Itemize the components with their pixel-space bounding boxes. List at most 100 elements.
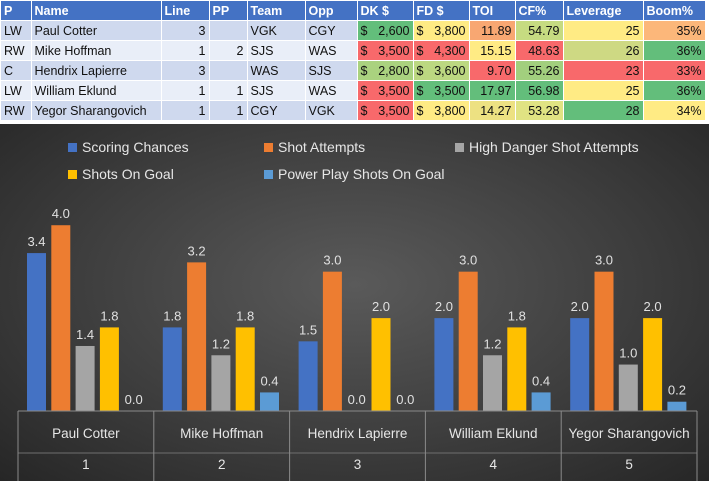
header-line[interactable]: Line xyxy=(161,1,210,21)
cell-leverage: 25 xyxy=(563,80,644,101)
cell-line: 3 xyxy=(161,60,210,81)
bar-chart: Scoring Chances Shot Attempts High Danger … xyxy=(17,139,698,481)
data-label-5-3: 1.0 xyxy=(619,346,637,361)
cell-fd: $3,500 xyxy=(413,80,470,101)
legend-swatch-4 xyxy=(68,170,77,179)
legend-label-3: High Danger Shot Attempts xyxy=(469,139,639,155)
table-row[interactable]: RW Mike Hoffman 1 2 SJS WAS $3,500 $4,300 15.15 4… xyxy=(1,40,706,61)
cell-fd: $3,600 xyxy=(413,60,470,81)
bar-5-2 xyxy=(594,271,614,411)
category-label-4: William Eklund xyxy=(449,426,538,441)
data-label-5-1: 2.0 xyxy=(571,299,589,314)
data-label-1-1: 3.4 xyxy=(27,234,45,249)
cell-pos: LW xyxy=(1,20,32,41)
player-table: P Name Line PP Team Opp DK $ FD $ TOI CF… xyxy=(1,1,706,120)
cell-name: Yegor Sharangovich xyxy=(31,100,162,120)
cell-toi: 17.97 xyxy=(469,80,516,101)
category-label-3: Hendrix Lapierre xyxy=(308,426,408,441)
cell-opp: VGK xyxy=(305,100,358,120)
table-row[interactable]: LW William Eklund 1 1 SJS WAS $3,500 $3,500 17.9… xyxy=(1,80,706,101)
data-label-5-2: 3.0 xyxy=(595,253,613,268)
cell-pp xyxy=(209,20,248,41)
table-row[interactable]: LW Paul Cotter 3 VGK CGY $2,600 $3,800 11.89 54.… xyxy=(1,20,706,41)
cell-boom: 35% xyxy=(643,20,706,41)
cell-cf: 55.26 xyxy=(515,60,564,81)
data-label-4-5: 0.4 xyxy=(532,373,550,388)
category-number-4: 4 xyxy=(490,457,498,472)
bar-2-1 xyxy=(162,327,182,411)
data-label-1-4: 1.8 xyxy=(100,308,118,323)
cell-name: Mike Hoffman xyxy=(31,40,162,61)
chart-panel: Scoring Chances Shot Attempts High Danger … xyxy=(0,124,709,481)
cell-pp: 2 xyxy=(209,40,248,61)
header-name[interactable]: Name xyxy=(31,1,162,21)
table-header-row: P Name Line PP Team Opp DK $ FD $ TOI CF… xyxy=(1,1,706,21)
header-toi[interactable]: TOI xyxy=(469,1,516,21)
header-position[interactable]: P xyxy=(1,1,32,21)
bar-4-5 xyxy=(531,392,551,411)
cell-pos: C xyxy=(1,60,32,81)
data-label-4-2: 3.0 xyxy=(459,253,477,268)
cell-leverage: 28 xyxy=(563,100,644,120)
data-label-1-3: 1.4 xyxy=(76,327,94,342)
cell-opp: SJS xyxy=(305,60,358,81)
header-dk-salary[interactable]: DK $ xyxy=(357,1,414,21)
legend-swatch-3 xyxy=(455,143,464,152)
cell-boom: 33% xyxy=(643,60,706,81)
cell-pos: RW xyxy=(1,40,32,61)
header-opp[interactable]: Opp xyxy=(305,1,358,21)
bar-2-3 xyxy=(211,355,231,411)
cell-dk: $2,600 xyxy=(357,20,414,41)
cell-boom: 36% xyxy=(643,40,706,61)
cell-fd: $4,300 xyxy=(413,40,470,61)
cell-line: 3 xyxy=(161,20,210,41)
cell-dk: $3,500 xyxy=(357,100,414,120)
category-label-5: Yegor Sharangovich xyxy=(569,426,690,441)
cell-team: WAS xyxy=(247,60,306,81)
cell-toi: 14.27 xyxy=(469,100,516,120)
data-label-5-5: 0.2 xyxy=(668,383,686,398)
data-label-2-1: 1.8 xyxy=(163,308,181,323)
header-boom-pct[interactable]: Boom% xyxy=(643,1,706,21)
cell-pp: 1 xyxy=(209,100,248,120)
cell-boom: 34% xyxy=(643,100,706,120)
category-number-2: 2 xyxy=(218,457,226,472)
cell-line: 1 xyxy=(161,80,210,101)
legend-swatch-5 xyxy=(264,170,273,179)
data-label-1-2: 4.0 xyxy=(52,206,70,221)
header-pp[interactable]: PP xyxy=(209,1,248,21)
bar-5-3 xyxy=(618,364,638,411)
table-row[interactable]: C Hendrix Lapierre 3 WAS SJS $2,800 $3,600 9.70… xyxy=(1,60,706,81)
bar-1-1 xyxy=(27,253,46,411)
cell-leverage: 26 xyxy=(563,40,644,61)
cell-name: Hendrix Lapierre xyxy=(31,60,162,81)
bar-2-4 xyxy=(235,327,255,411)
header-team[interactable]: Team xyxy=(247,1,306,21)
bar-3-1 xyxy=(298,341,318,411)
cell-boom: 36% xyxy=(643,80,706,101)
data-label-2-5: 0.4 xyxy=(260,373,278,388)
category-label-1: Paul Cotter xyxy=(52,426,120,441)
data-label-2-2: 3.2 xyxy=(188,243,206,258)
header-cf-pct[interactable]: CF% xyxy=(515,1,564,21)
bar-5-1 xyxy=(570,318,590,411)
cell-line: 1 xyxy=(161,100,210,120)
cell-pp xyxy=(209,60,248,81)
cell-cf: 48.63 xyxy=(515,40,564,61)
category-number-3: 3 xyxy=(354,457,362,472)
table-row[interactable]: RW Yegor Sharangovich 1 1 CGY VGK $3,500 $3,800… xyxy=(1,100,706,120)
bar-3-4 xyxy=(371,318,391,411)
data-label-4-4: 1.8 xyxy=(508,308,526,323)
data-label-4-1: 2.0 xyxy=(435,299,453,314)
header-leverage[interactable]: Leverage xyxy=(563,1,644,21)
cell-cf: 53.28 xyxy=(515,100,564,120)
header-fd-salary[interactable]: FD $ xyxy=(413,1,470,21)
cell-team: SJS xyxy=(247,80,306,101)
bar-4-2 xyxy=(458,271,478,411)
cell-fd: $3,800 xyxy=(413,20,470,41)
cell-dk: $3,500 xyxy=(357,80,414,101)
data-label-3-1: 1.5 xyxy=(299,322,317,337)
bar-2-5 xyxy=(260,392,279,411)
data-label-3-5: 0.0 xyxy=(396,392,414,407)
cell-name: William Eklund xyxy=(31,80,162,101)
